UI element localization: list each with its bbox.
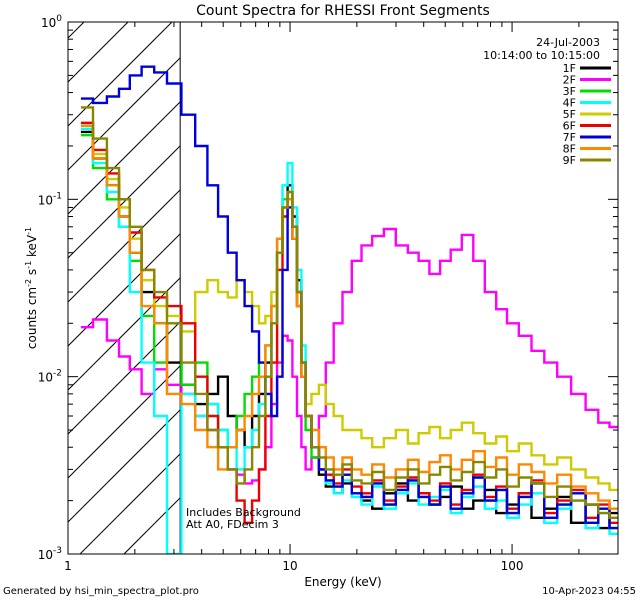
hatch-line — [67, 145, 181, 259]
y-tick-label: 10-3 — [38, 546, 62, 562]
legend-label-9F: 9F — [563, 154, 576, 167]
legend-label-5F: 5F — [563, 108, 576, 121]
hatch-line — [67, 57, 181, 171]
y-tick-label: 10-1 — [38, 191, 62, 207]
hatch-line — [67, 409, 181, 523]
y-tick-label-base: 10 — [38, 193, 53, 207]
legend-label-7F: 7F — [563, 131, 576, 144]
plot-frame — [67, 21, 619, 555]
series-group — [80, 65, 618, 554]
y-tick-label: 10-2 — [38, 369, 62, 385]
y-tick-label-base: 10 — [38, 548, 53, 562]
series-line-8F — [80, 124, 618, 510]
legend-time-range: 10:14:00 to 10:15:00 — [483, 49, 600, 62]
legend-label-1F: 1F — [563, 62, 576, 75]
legend-label-8F: 8F — [563, 143, 576, 156]
legend: 24-Jul-2003 10:14:00 to 10:15:00 1F2F3F4… — [483, 36, 611, 167]
hatch-line — [123, 497, 181, 555]
y-tick-label-base: 10 — [38, 371, 53, 385]
y-label-end: keV — [25, 234, 39, 261]
legend-label-2F: 2F — [563, 74, 576, 87]
x-tick-labels: 1 10 100 — [64, 559, 523, 573]
y-tick-label: 100 — [41, 14, 62, 30]
chart-title: Count Spectra for RHESSI Front Segments — [196, 3, 490, 19]
y-label-base: counts cm — [25, 287, 39, 349]
y-axis-label: counts cm-2 s-1 keV-1 — [24, 227, 39, 349]
y-tick-label-exp: -3 — [53, 546, 62, 556]
y-tick-label-base: 10 — [41, 16, 56, 30]
y-label-exp2: -1 — [24, 261, 33, 269]
hatch-line — [67, 21, 129, 83]
hatch-line — [79, 453, 181, 555]
generated-by-footer: Generated by hsi_min_spectra_plot.pro — [3, 586, 199, 597]
legend-label-6F: 6F — [563, 120, 576, 133]
series-line-9F — [80, 106, 618, 519]
hatch-line — [67, 21, 85, 39]
annotations: Includes Background Att A0, FDecim 3 — [186, 506, 301, 531]
hatch-line — [67, 365, 181, 479]
legend-date: 24-Jul-2003 — [536, 36, 600, 49]
timestamp-footer: 10-Apr-2023 04:55 — [542, 586, 636, 597]
y-label-mid: s — [25, 269, 39, 279]
y-tick-label-exp: 0 — [56, 14, 62, 24]
legend-label-4F: 4F — [563, 97, 576, 110]
x-tick-label: 10 — [282, 559, 297, 573]
legend-label-3F: 3F — [563, 85, 576, 98]
hatch-line — [67, 21, 173, 127]
hatch-line — [67, 101, 181, 215]
hatch-line — [67, 189, 181, 303]
annotation-attenuator: Att A0, FDecim 3 — [186, 518, 279, 531]
y-tick-label-exp: -2 — [53, 369, 62, 379]
x-tick-label: 1 — [64, 559, 72, 573]
x-axis-label: Energy (keV) — [304, 575, 381, 589]
hatch-line — [67, 321, 181, 435]
series-line-5F — [80, 124, 618, 492]
y-label-exp3: -1 — [24, 227, 33, 235]
annotation-background: Includes Background — [186, 506, 301, 519]
y-tick-label-exp: -1 — [53, 191, 62, 201]
y-label-exp1: -2 — [24, 279, 33, 287]
x-tick-label: 100 — [501, 559, 524, 573]
